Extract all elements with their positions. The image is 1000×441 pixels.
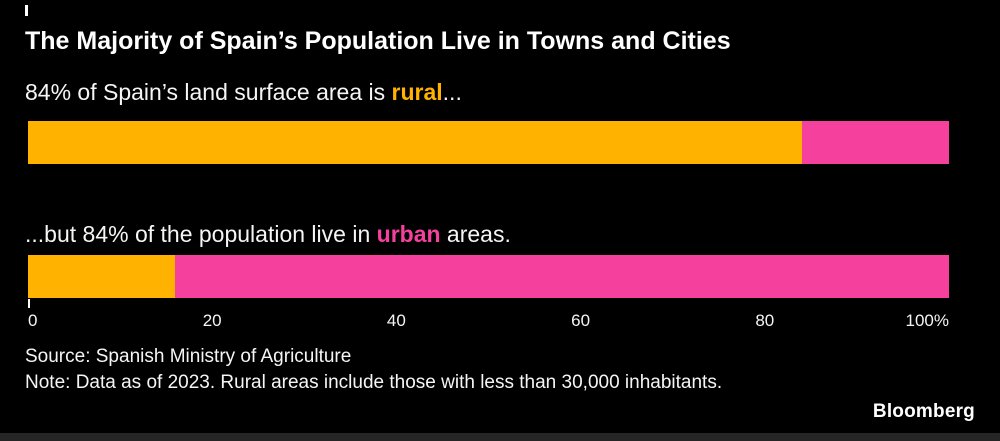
- x-axis-zero-tick: [28, 299, 30, 308]
- subtitle-population-suffix: areas.: [440, 221, 511, 247]
- subtitle-land: 84% of Spain’s land surface area is rura…: [25, 79, 462, 106]
- subtitle-population: ...but 84% of the population live in urb…: [25, 221, 511, 248]
- top-left-tick-mark: [25, 5, 28, 16]
- bar-land: [28, 121, 949, 164]
- x-axis-label-60: 60: [571, 311, 591, 330]
- x-axis-label-100pct: 100%: [905, 311, 949, 330]
- subtitle-land-prefix: 84% of Spain’s land surface area is: [25, 79, 392, 105]
- note-text: Note: Data as of 2023. Rural areas inclu…: [25, 372, 723, 393]
- bloomberg-logo: Bloomberg: [872, 401, 975, 422]
- source-text: Source: Spanish Ministry of Agriculture: [25, 346, 352, 367]
- bar-land-segment-urban: [801, 121, 949, 164]
- subtitle-land-suffix: ...: [442, 79, 462, 105]
- x-axis-label-0: 0: [28, 311, 38, 330]
- x-axis-label-80: 80: [755, 311, 775, 330]
- subtitle-population-highlight: urban: [376, 221, 441, 247]
- x-axis-label-20: 20: [202, 311, 222, 330]
- subtitle-land-highlight: rural: [391, 79, 443, 105]
- x-axis: 0 20 40 60 80 100%: [28, 298, 949, 334]
- x-axis-label-40: 40: [386, 311, 406, 330]
- chart-title: The Majority of Spain’s Population Live …: [25, 27, 731, 55]
- bottom-strip: [0, 433, 1000, 441]
- subtitle-population-prefix: ...but 84% of the population live in: [25, 221, 377, 247]
- bar-land-segment-rural: [28, 121, 802, 164]
- bar-population-segment-urban: [175, 255, 949, 298]
- bar-population-segment-rural: [28, 255, 176, 298]
- bar-population: [28, 255, 949, 298]
